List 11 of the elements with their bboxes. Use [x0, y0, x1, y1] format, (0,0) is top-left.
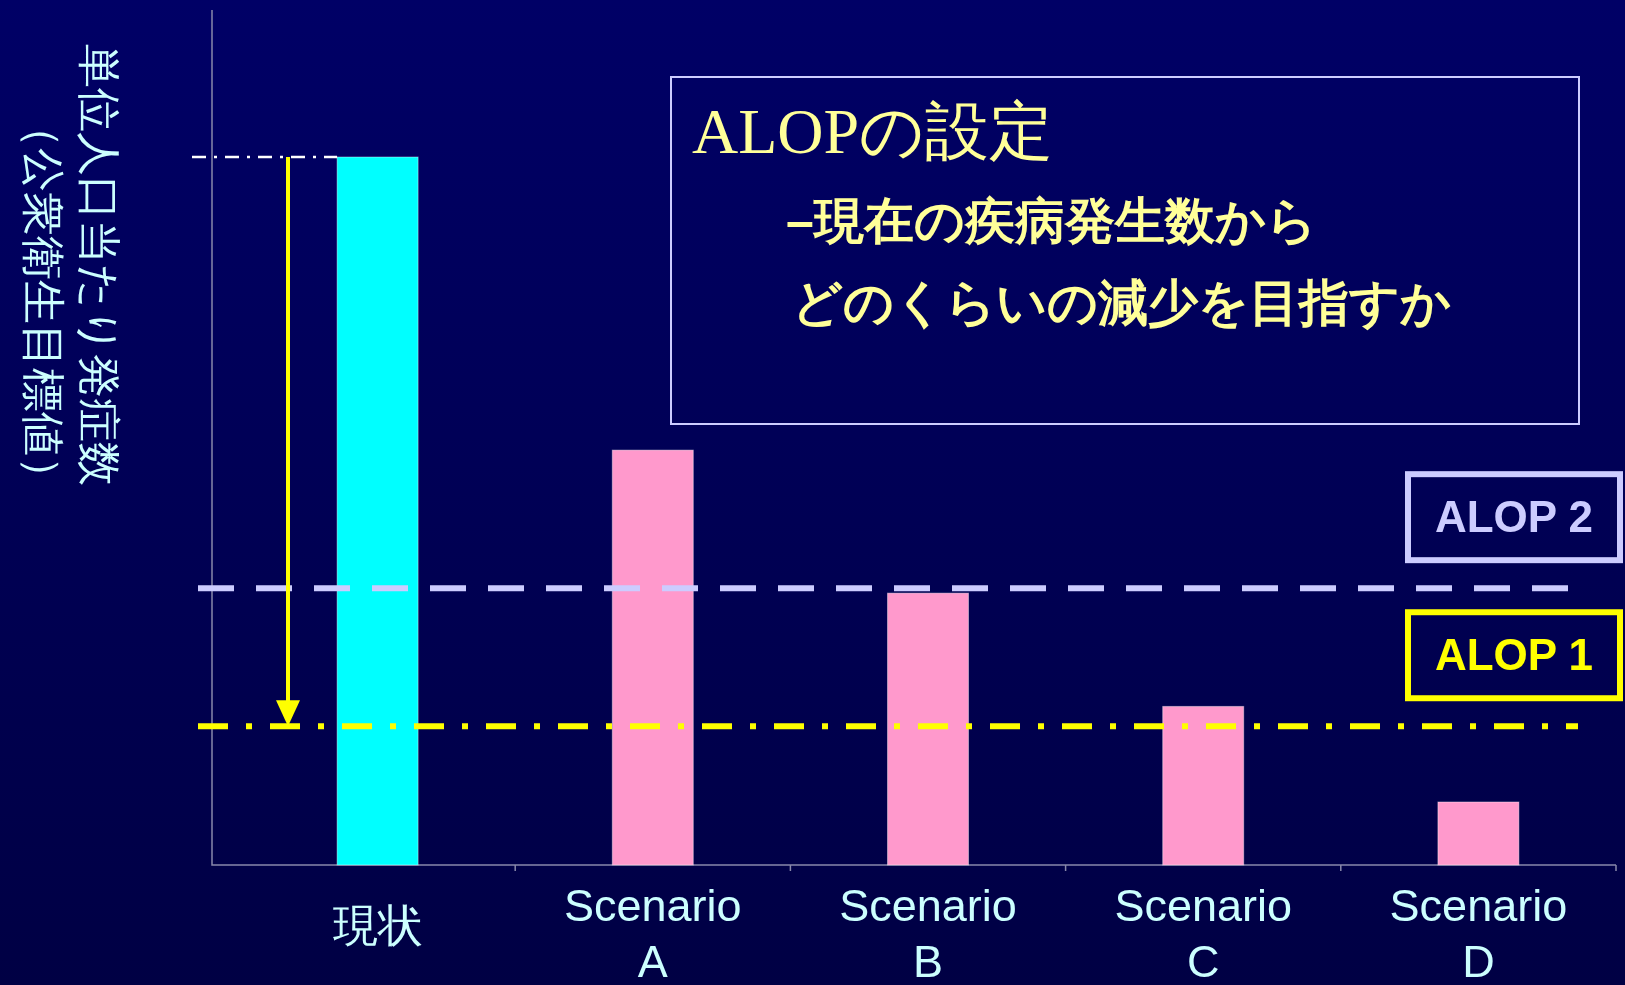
x-tick-label: 現状 — [332, 900, 423, 951]
x-tick-label: Scenario D — [1389, 880, 1568, 985]
ref-line-label: ALOP 1 — [1434, 630, 1594, 680]
annotation: ALOPの設定 — [692, 96, 1054, 167]
annotation: どのくらいの減少を目指すか — [792, 275, 1451, 331]
x-tick-label: Scenario B — [839, 880, 1017, 985]
x-tick-label: Scenario C — [1114, 880, 1292, 985]
annotation: –現在の疾病発生数から — [786, 193, 1317, 249]
y-axis-title: 単位人口当たり発症数（公衆衛生目標値） — [19, 44, 124, 500]
ref-line-label: ALOP 2 — [1434, 492, 1594, 542]
x-tick-label: Scenario A — [564, 880, 742, 985]
